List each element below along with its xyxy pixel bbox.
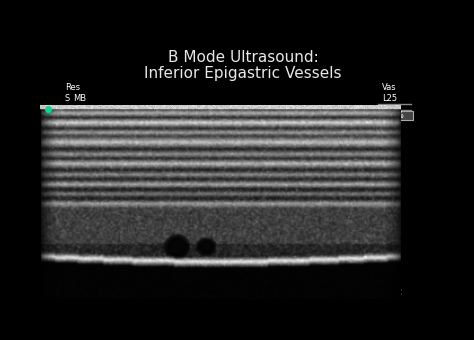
Text: Ascites: Ascites (103, 276, 154, 289)
Text: 0.8: 0.8 (382, 129, 395, 138)
Text: Vas: Vas (382, 83, 396, 92)
Text: B Mode Ultrasound:: B Mode Ultrasound: (167, 50, 319, 65)
Text: 0.1: 0.1 (382, 143, 395, 153)
Text: Vessels: Vessels (228, 146, 281, 158)
Text: TIS: TIS (382, 137, 394, 146)
Text: S: S (65, 94, 70, 103)
Text: B: B (382, 199, 388, 208)
Text: A: A (382, 178, 388, 187)
Text: Inferior Epigastric Vessels: Inferior Epigastric Vessels (144, 66, 342, 81)
Text: Res: Res (65, 83, 80, 92)
Text: 61%: 61% (387, 112, 404, 120)
FancyBboxPatch shape (377, 112, 413, 120)
Text: L25: L25 (382, 94, 397, 103)
Text: 2.2: 2.2 (389, 288, 402, 296)
Text: MI: MI (382, 123, 392, 132)
Text: MB: MB (73, 94, 86, 103)
